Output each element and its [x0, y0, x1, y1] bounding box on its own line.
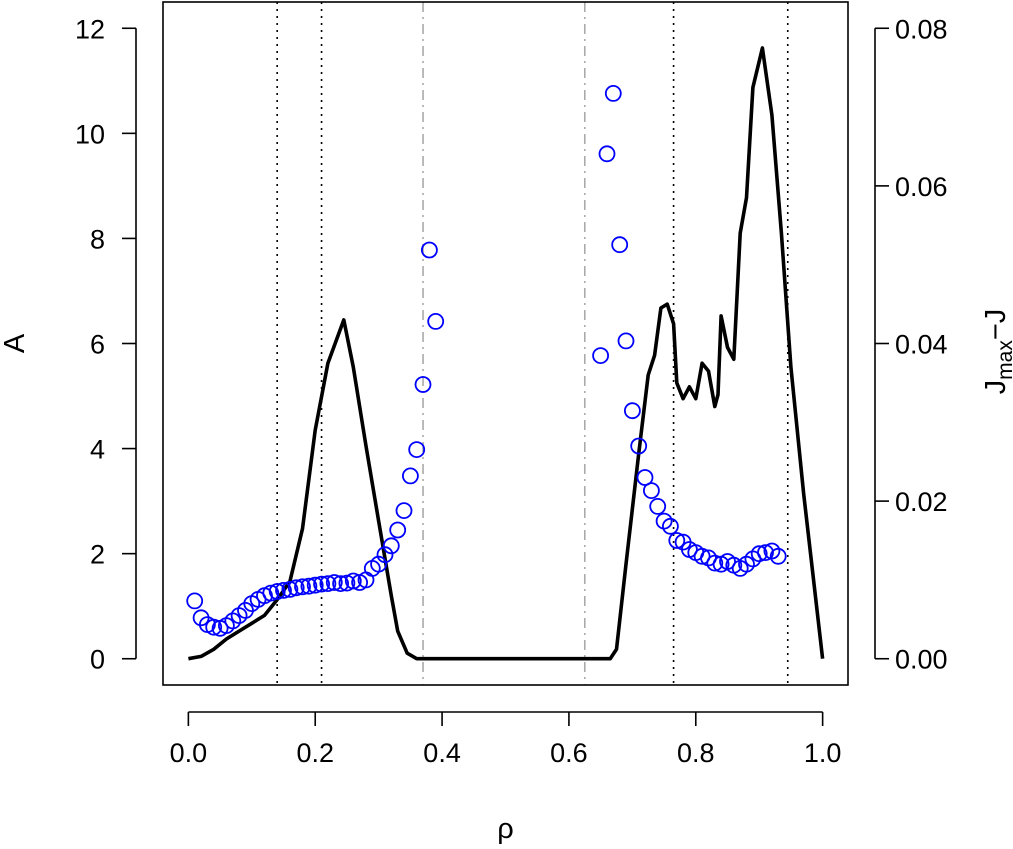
y-right-tick-label: 0.08	[895, 14, 948, 44]
y-left-tick-label: 2	[90, 540, 105, 570]
data-point	[757, 544, 774, 561]
data-point	[401, 467, 419, 485]
data-point	[693, 547, 711, 565]
data-point	[592, 347, 609, 365]
x-tick-label: 0.0	[170, 738, 208, 768]
data-point	[408, 441, 426, 459]
y-right-axis-label: Jmax−J	[980, 309, 1013, 395]
data-point	[344, 572, 362, 590]
data-point	[662, 517, 679, 535]
y-left-axis-label: A	[0, 333, 31, 353]
data-point	[617, 332, 635, 350]
reference-lines	[276, 2, 789, 685]
data-point	[332, 575, 350, 592]
data-point	[205, 618, 223, 636]
data-point	[300, 577, 318, 595]
data-point	[668, 532, 686, 549]
y-right-label-sub: max	[994, 340, 1013, 380]
y-right-tick-label: 0.02	[895, 487, 948, 517]
data-point	[294, 578, 311, 596]
x-tick-label: 0.6	[550, 738, 588, 768]
data-point	[395, 502, 413, 520]
y-left-tick-label: 10	[75, 119, 105, 149]
data-point	[624, 402, 641, 420]
y-right-label-rest: −J	[980, 309, 1012, 340]
y-left-tick-label: 4	[90, 435, 105, 465]
a-series-points	[186, 85, 787, 637]
y-left-tick-label: 6	[90, 330, 105, 360]
data-point	[382, 537, 400, 555]
data-point	[604, 85, 622, 102]
data-point	[630, 437, 648, 455]
data-point	[389, 521, 407, 539]
data-point	[636, 469, 654, 486]
axes: 0.0 0.2 0.4 0.6 0.8 1.0 0 2 4 6 8 10 12 0.00 0.02 0.04 0…	[75, 14, 948, 768]
data-point	[611, 236, 629, 254]
plot-frame	[162, 1, 849, 686]
data-point	[268, 583, 286, 600]
data-point	[414, 376, 432, 393]
data-point	[598, 145, 616, 163]
y-left-tick-label: 12	[75, 14, 105, 44]
y-right-tick-label: 0.04	[895, 330, 948, 360]
data-point	[420, 241, 438, 259]
data-point	[706, 554, 724, 572]
data-point	[427, 312, 445, 330]
data-point	[287, 579, 305, 597]
data-point	[313, 575, 331, 593]
x-tick-label: 1.0	[804, 738, 842, 768]
data-point	[325, 574, 343, 591]
data-point	[769, 547, 787, 565]
data-point	[643, 482, 660, 500]
data-point	[306, 576, 324, 594]
x-tick-label: 0.4	[423, 738, 461, 768]
data-point	[262, 584, 280, 602]
data-point	[750, 545, 768, 563]
data-point	[319, 575, 337, 592]
data-point	[186, 592, 204, 610]
data-point	[376, 546, 394, 564]
x-axis-label: ρ	[497, 813, 514, 845]
data-point	[275, 582, 292, 599]
x-tick-label: 0.8	[677, 738, 715, 768]
y-right-tick-label: 0.06	[895, 172, 948, 202]
y-left-tick-label: 0	[90, 645, 105, 675]
y-right-tick-label: 0.00	[895, 645, 948, 675]
data-point	[281, 581, 299, 598]
y-left-tick-label: 8	[90, 224, 105, 254]
data-point	[649, 497, 667, 515]
x-tick-label: 0.2	[296, 738, 334, 768]
y-right-label-main: J	[980, 380, 1012, 395]
